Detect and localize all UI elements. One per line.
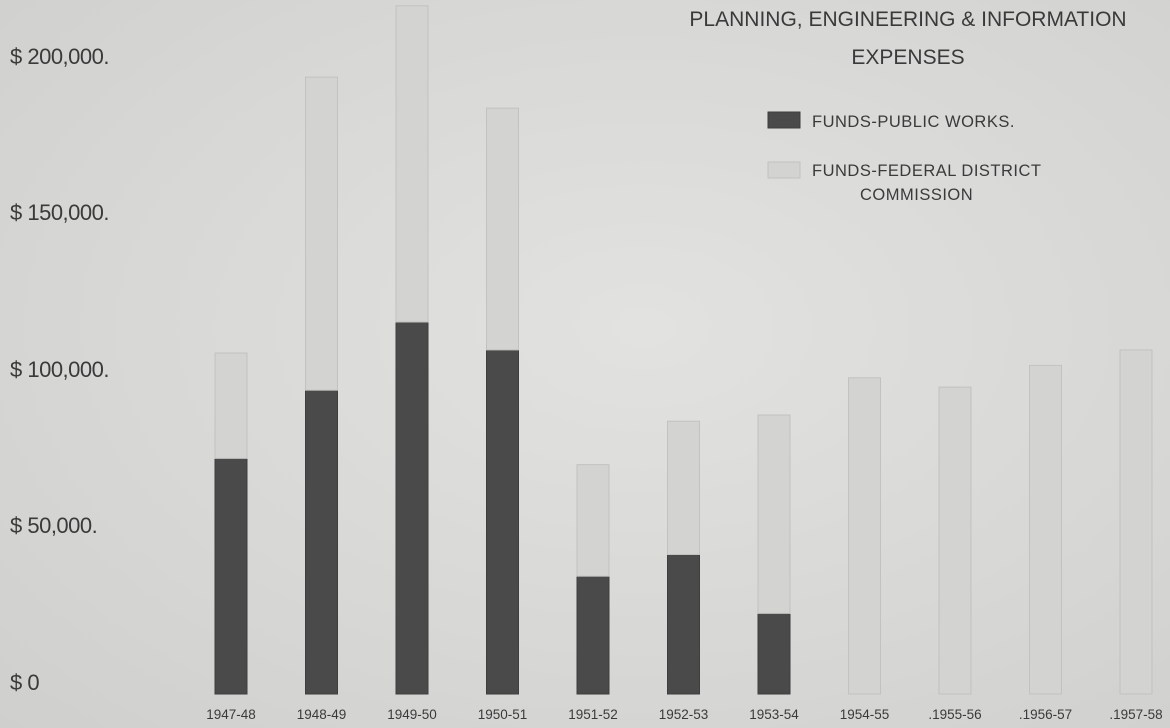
y-tick-label: $ 0 — [10, 670, 39, 695]
chart-title-line: PLANNING, ENGINEERING & INFORMATION — [689, 8, 1126, 31]
bar-federal-district-commission — [576, 464, 610, 577]
x-tick-label: .1956-57 — [1019, 707, 1072, 722]
bar-public-works — [667, 554, 700, 695]
y-tick-label: $ 100,000. — [10, 357, 109, 382]
bar-federal-district-commission — [938, 386, 972, 695]
bar-federal-district-commission — [214, 352, 248, 459]
y-tick-label: $ 150,000. — [10, 200, 109, 225]
bar-public-works — [576, 575, 610, 695]
y-tick-label: $ 50,000. — [10, 513, 97, 538]
bar-public-works — [757, 612, 791, 695]
x-tick-label: 1950-51 — [478, 707, 528, 722]
legend: FUNDS-PUBLIC WORKS. FUNDS-FEDERAL DISTRIC… — [767, 111, 1041, 204]
bar-public-works — [214, 457, 248, 695]
x-tick-label: .1957-58 — [1109, 707, 1162, 722]
x-tick-label: 1952-53 — [659, 707, 709, 722]
x-tick-label: 1949-50 — [387, 707, 437, 722]
legend-label: COMMISSION — [860, 186, 973, 204]
bar-federal-district-commission — [486, 107, 519, 351]
chart-title-line: EXPENSES — [851, 46, 964, 69]
x-tick-label: 1947-48 — [206, 707, 256, 722]
bar-federal-district-commission — [1029, 364, 1062, 695]
bar-federal-district-commission — [305, 76, 338, 391]
legend-swatch — [767, 161, 801, 179]
bar-federal-district-commission — [848, 377, 881, 695]
bar-federal-district-commission — [395, 5, 429, 323]
bar-public-works — [486, 349, 519, 695]
bar-federal-district-commission — [667, 420, 700, 556]
y-axis-ticks: $ 0 $ 50,000. $ 100,000. $ 150,000. $ 200,00… — [10, 44, 109, 695]
bar-public-works — [395, 321, 429, 695]
chart-title: PLANNING, ENGINEERING & INFORMATION EXPEN… — [689, 8, 1126, 69]
x-tick-label: 1954-55 — [840, 707, 890, 722]
y-tick-label: $ 200,000. — [10, 44, 109, 69]
bar-federal-district-commission — [757, 414, 791, 614]
x-tick-label: .1955-56 — [928, 707, 981, 722]
legend-label: FUNDS-FEDERAL DISTRICT — [812, 162, 1041, 180]
legend-label: FUNDS-PUBLIC WORKS. — [812, 113, 1015, 131]
x-tick-label: 1948-49 — [297, 707, 347, 722]
legend-swatch — [767, 111, 801, 129]
x-tick-label: 1951-52 — [568, 707, 618, 722]
bar-federal-district-commission — [1119, 349, 1153, 695]
bar-public-works — [305, 389, 338, 695]
bar-series — [214, 5, 1153, 695]
x-tick-label: 1953-54 — [749, 707, 799, 722]
x-axis-ticks: 1947-48 1948-49 1949-50 1950-51 1951-52 1952-… — [206, 707, 1162, 722]
